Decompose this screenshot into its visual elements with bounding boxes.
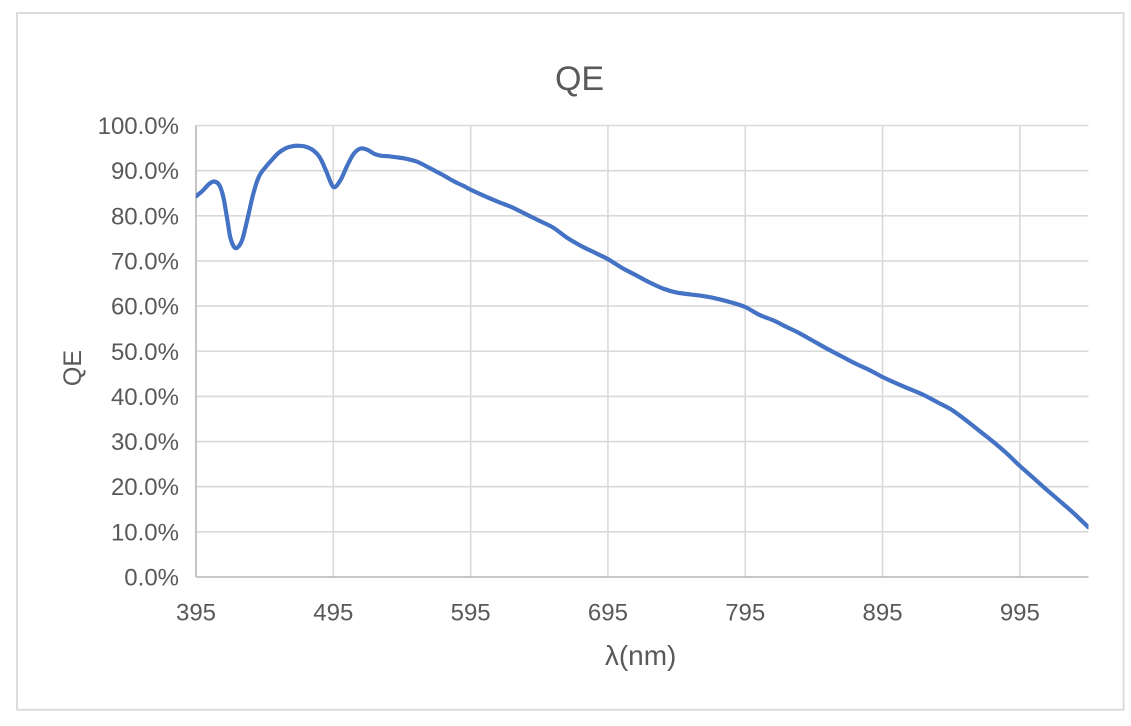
svg-text:20.0%: 20.0% [111,474,179,501]
svg-text:395: 395 [176,599,216,626]
svg-text:40.0%: 40.0% [111,384,179,411]
svg-text:λ(nm): λ(nm) [605,640,677,671]
svg-text:995: 995 [1000,599,1040,626]
svg-text:70.0%: 70.0% [111,248,179,275]
svg-text:QE: QE [555,60,604,98]
svg-text:0.0%: 0.0% [124,565,179,592]
svg-text:90.0%: 90.0% [111,158,179,185]
svg-text:QE: QE [59,350,87,386]
svg-text:695: 695 [588,599,628,626]
svg-text:60.0%: 60.0% [111,294,179,321]
svg-text:50.0%: 50.0% [111,339,179,366]
svg-text:595: 595 [451,599,491,626]
svg-text:495: 495 [313,599,353,626]
svg-text:30.0%: 30.0% [111,429,179,456]
svg-text:80.0%: 80.0% [111,203,179,230]
svg-text:10.0%: 10.0% [111,519,179,546]
svg-text:795: 795 [725,599,765,626]
svg-text:895: 895 [863,599,903,626]
svg-text:100.0%: 100.0% [98,113,179,140]
